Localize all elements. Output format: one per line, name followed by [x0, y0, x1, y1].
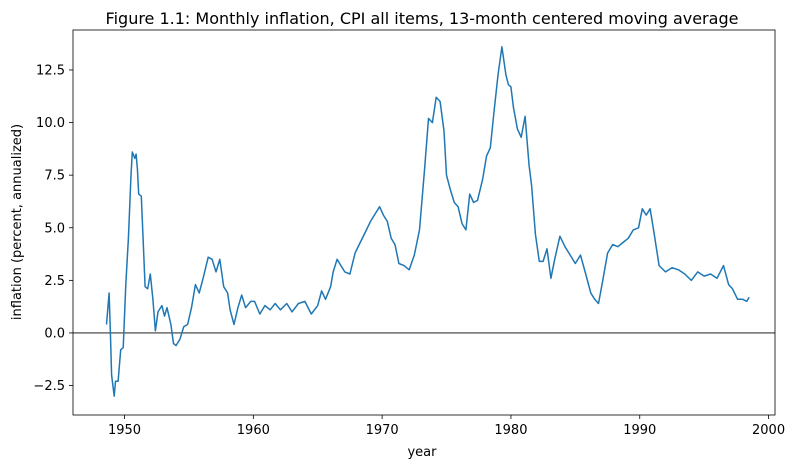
plot-area-frame [72, 29, 776, 416]
x-tick-label: 1990 [623, 423, 656, 438]
y-axis-ticks: −2.5 0.0 2.5 5.0 7.5 10.0 12.5 [33, 63, 73, 394]
y-tick-label: 2.5 [44, 274, 65, 289]
y-tick-label: 12.5 [36, 63, 65, 78]
y-tick-label: 7.5 [44, 169, 65, 184]
x-tick-label: 2000 [752, 423, 785, 438]
x-tick-label: 1950 [108, 423, 141, 438]
x-tick-label: 1960 [237, 423, 270, 438]
x-axis-label: year [407, 445, 437, 460]
y-tick-label: 5.0 [44, 221, 65, 236]
y-axis-label: inflation (percent, annualized) [10, 124, 25, 320]
y-tick-label: 0.0 [44, 326, 65, 341]
x-axis-ticks: 1950 1960 1970 1980 1990 2000 [108, 415, 785, 438]
y-tick-label: 10.0 [36, 116, 65, 131]
x-tick-label: 1980 [494, 423, 527, 438]
x-tick-label: 1970 [366, 423, 399, 438]
y-tick-label: −2.5 [33, 379, 65, 394]
inflation-series-line [105, 46, 750, 397]
chart-title: Figure 1.1: Monthly inflation, CPI all i… [106, 9, 739, 28]
